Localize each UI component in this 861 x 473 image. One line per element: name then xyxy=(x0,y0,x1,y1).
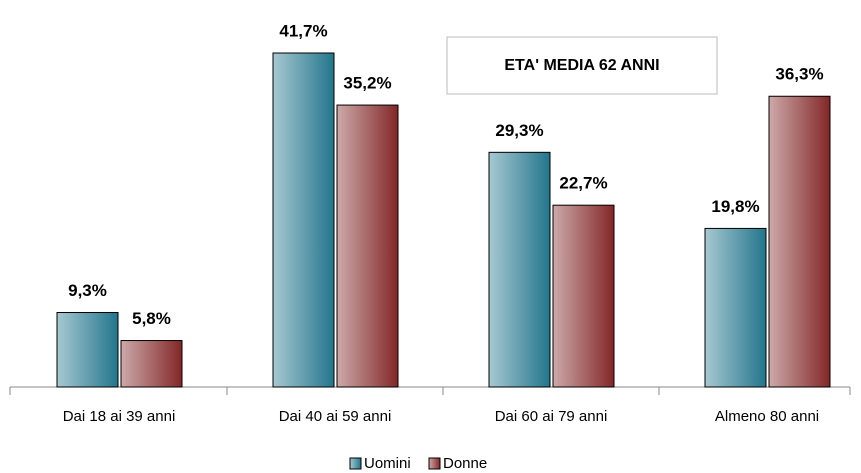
bar xyxy=(120,340,183,388)
bar xyxy=(768,95,831,388)
value-label: 5,8% xyxy=(132,309,171,328)
legend-swatch xyxy=(349,457,362,470)
value-label: 22,7% xyxy=(559,174,607,193)
bar xyxy=(56,312,119,388)
value-label: 35,2% xyxy=(343,74,391,93)
bar xyxy=(552,204,615,388)
value-label: 41,7% xyxy=(279,21,327,40)
x-tick-label: Dai 18 ai 39 anni xyxy=(63,408,176,425)
value-label: 9,3% xyxy=(68,281,107,300)
bar xyxy=(488,151,551,388)
legend-label: Uomini xyxy=(364,455,411,472)
legend-label: Donne xyxy=(443,455,487,472)
bar xyxy=(272,52,335,388)
bar xyxy=(704,227,767,388)
value-label: 29,3% xyxy=(495,121,543,140)
annotation: ETA' MEDIA 62 ANNI xyxy=(504,57,659,74)
bar xyxy=(336,104,399,388)
x-tick-label: Dai 40 ai 59 anni xyxy=(279,408,392,425)
value-label: 19,8% xyxy=(711,197,759,216)
x-tick-label: Almeno 80 anni xyxy=(715,408,819,425)
annotation-box xyxy=(446,36,718,95)
x-tick-label: Dai 60 ai 79 anni xyxy=(495,408,608,425)
legend-swatch xyxy=(428,457,441,470)
value-label: 36,3% xyxy=(775,65,823,84)
